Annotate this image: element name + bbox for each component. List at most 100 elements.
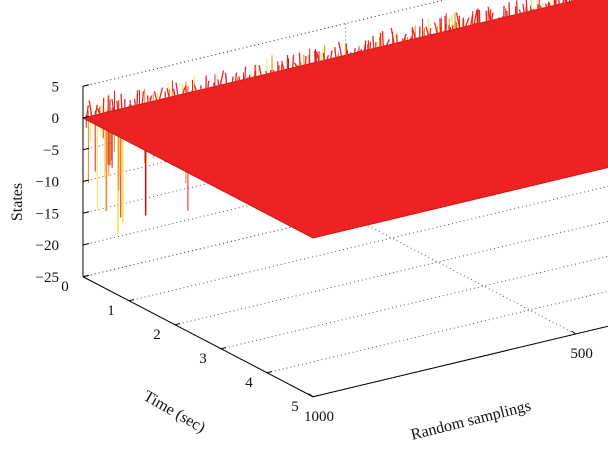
ridge-spike xyxy=(217,79,220,90)
ridge-spike xyxy=(94,104,98,118)
ridge-spike xyxy=(359,48,363,53)
ridge-spike xyxy=(252,75,255,81)
top-back-edge xyxy=(82,0,447,87)
ridge-spike xyxy=(490,12,494,22)
x-tick xyxy=(128,299,135,302)
ridge-spike xyxy=(395,35,399,46)
ridge-spike xyxy=(291,54,295,71)
x-tick xyxy=(312,395,319,398)
ridge-spike xyxy=(518,9,523,18)
ridge-spike xyxy=(495,17,501,21)
ridge-spike xyxy=(544,3,548,11)
ridge-spike xyxy=(525,0,528,14)
ridge-spike xyxy=(158,87,164,102)
ridge-spike xyxy=(199,85,203,94)
y-tick xyxy=(571,330,576,335)
ridge-spike xyxy=(539,5,544,12)
z-tick xyxy=(82,179,90,182)
ridge-spike xyxy=(265,71,269,78)
x-tick-label: 4 xyxy=(245,375,253,391)
z-tick-label: −10 xyxy=(36,175,59,191)
tick-labels: 50−5−10−15−20−2501234510005000 xyxy=(36,79,593,425)
ridge-spike xyxy=(193,84,199,95)
ridge-spike xyxy=(429,27,432,36)
ridge-spike xyxy=(411,27,417,43)
ridge-spike xyxy=(281,60,286,74)
z-axis-title: States xyxy=(9,183,26,221)
ridge-spike xyxy=(385,38,390,47)
ridge-spike xyxy=(133,98,137,109)
ridge-spike xyxy=(329,50,333,61)
ridge-spike xyxy=(425,26,431,40)
ridge-spike xyxy=(238,76,241,84)
z-tick-label: −15 xyxy=(36,206,59,222)
ridge-spike xyxy=(149,95,153,104)
ridge-spike xyxy=(172,88,177,100)
ridge-spike xyxy=(522,3,526,16)
ridge-spike xyxy=(234,72,238,85)
z-tick-label: 0 xyxy=(52,111,60,127)
x-axis-line xyxy=(82,276,314,398)
ridge-spike xyxy=(184,85,188,96)
ridge-spike xyxy=(272,69,276,76)
ridge-spike xyxy=(106,109,109,115)
ridge-spike xyxy=(141,91,145,106)
ridge-spike xyxy=(547,2,550,8)
ridge-spike xyxy=(558,0,561,8)
ridge-spike xyxy=(464,17,470,28)
z-tick-label: 5 xyxy=(52,79,60,95)
ridge-spike xyxy=(304,56,307,68)
ridge-spike xyxy=(433,22,439,37)
ridge-spike xyxy=(293,62,300,71)
ridge-spike xyxy=(422,35,425,40)
ridge-spike xyxy=(390,27,396,48)
y-tick-label: 1000 xyxy=(304,409,334,425)
z-tick xyxy=(82,147,90,151)
ridge-spike xyxy=(402,33,407,43)
steady-state-surface xyxy=(81,0,608,239)
x-grid-line xyxy=(220,255,608,350)
ridge-spike xyxy=(408,35,413,43)
ridge-spike xyxy=(353,48,356,57)
ridge-spike xyxy=(175,82,179,98)
ridge-spike xyxy=(553,0,557,8)
ridge-spike xyxy=(575,0,577,3)
z-tick xyxy=(82,211,90,214)
y-axis-title: Random samplings xyxy=(409,397,533,443)
ridge-spike xyxy=(97,108,102,118)
x-tick-label: 5 xyxy=(291,399,299,415)
ridge-spike xyxy=(315,51,321,66)
ridge-spike xyxy=(561,0,565,6)
ridge-spike xyxy=(244,66,247,83)
ridge-spike xyxy=(578,0,581,2)
ridge-spike xyxy=(473,9,478,26)
ridge-spike xyxy=(88,100,93,120)
z-tick-label: −20 xyxy=(36,238,59,254)
z-tick-label: −5 xyxy=(43,143,59,159)
x-tick xyxy=(82,275,89,278)
ridge-spike xyxy=(372,35,375,51)
x-tick xyxy=(174,323,181,326)
z-tick xyxy=(82,243,90,246)
x-grid-line xyxy=(174,220,608,326)
ridge-spike xyxy=(258,64,263,79)
x-grid-line xyxy=(128,185,608,302)
ridge-spike xyxy=(153,91,159,104)
ridge-spike xyxy=(338,41,343,61)
ridge-spike xyxy=(120,93,123,112)
x-tick-label: 3 xyxy=(199,351,207,367)
ridge-spike xyxy=(190,89,194,95)
ridge-spike xyxy=(455,12,462,33)
ridge-spike xyxy=(111,98,115,115)
ridge-spike xyxy=(207,80,210,90)
ridge-spike xyxy=(469,13,474,28)
ridge-spike xyxy=(116,100,119,114)
ridge-spike xyxy=(363,40,367,52)
x-grid-line xyxy=(82,0,608,278)
ridge-spike xyxy=(146,95,149,106)
ridge-spike xyxy=(439,18,442,35)
ridge-spike xyxy=(298,52,301,69)
ridge-spike xyxy=(369,41,372,52)
ridge-spike xyxy=(254,64,256,78)
ridge-spike xyxy=(325,55,330,63)
